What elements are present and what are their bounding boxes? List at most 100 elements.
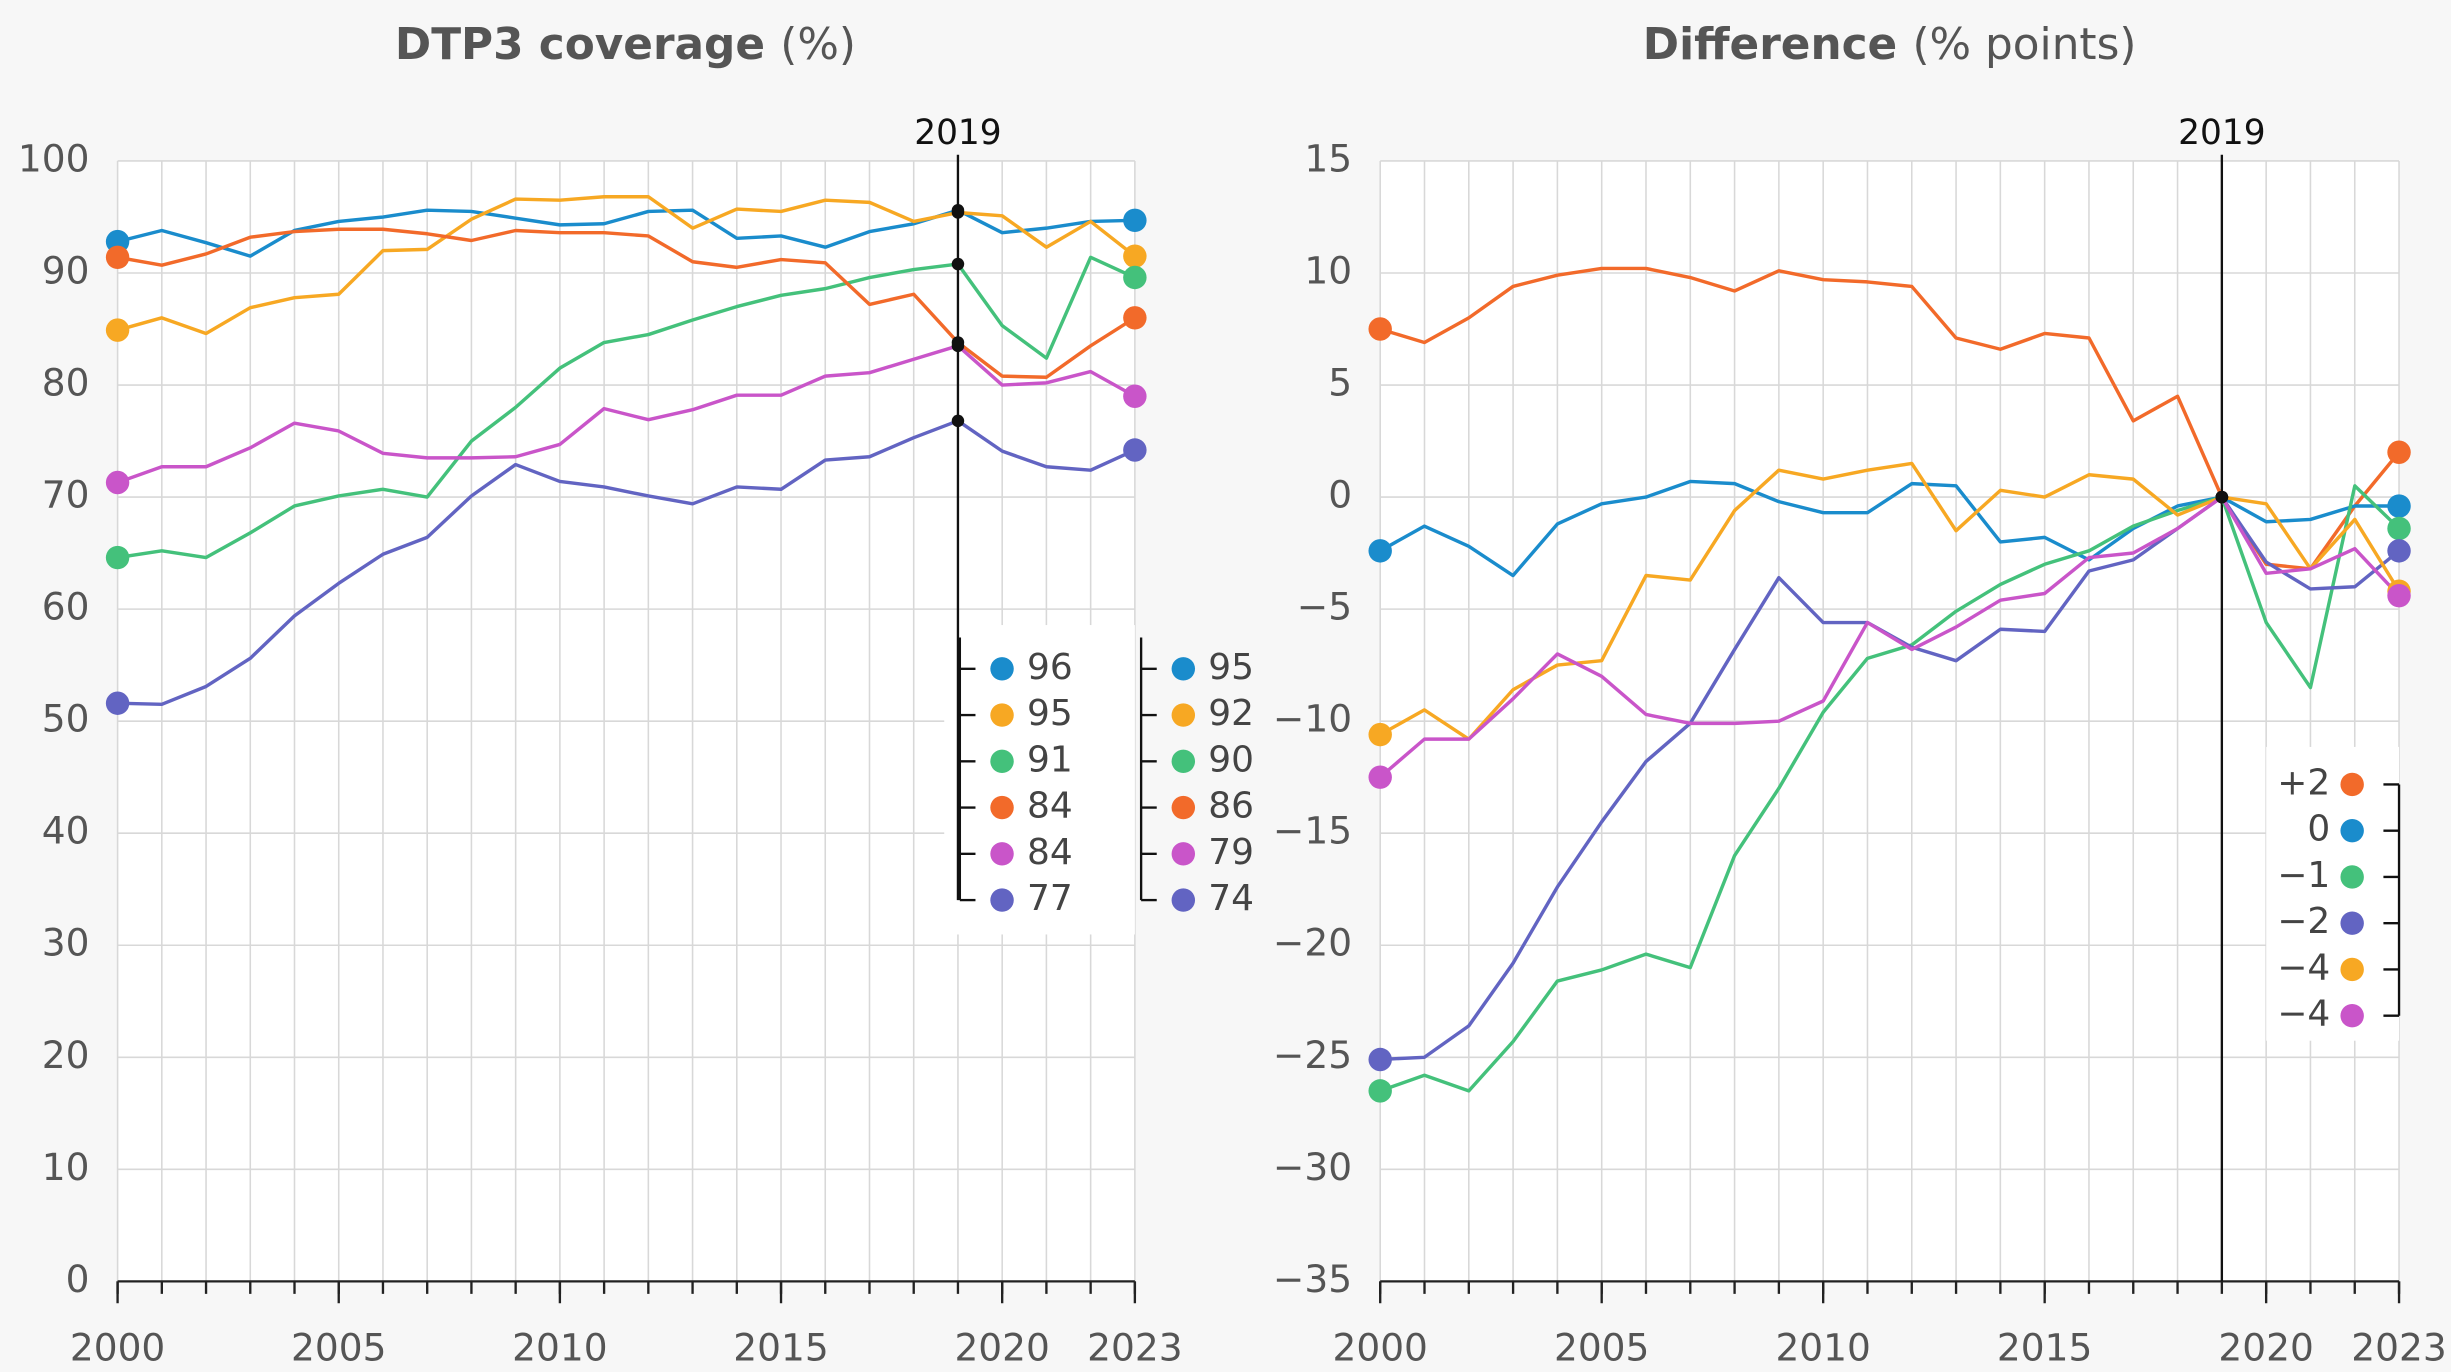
legend-dot xyxy=(2340,957,2364,982)
legend-label: −2 xyxy=(2277,901,2330,942)
x-tick-label: 2015 xyxy=(1997,1326,2092,1370)
y-tick-label: −20 xyxy=(1273,921,1352,965)
x-tick-label: 2000 xyxy=(70,1326,165,1370)
legend-dot xyxy=(990,703,1014,727)
end-dot xyxy=(105,245,130,270)
end-dot xyxy=(1123,244,1147,268)
legend-dot xyxy=(1171,888,1196,912)
end-dot xyxy=(105,691,130,715)
series-line xyxy=(117,227,1136,379)
y-tick-label: 90 xyxy=(42,248,90,292)
y-tick-label: 40 xyxy=(42,809,90,853)
end-dot xyxy=(1123,384,1147,408)
legend-label: −4 xyxy=(2277,994,2330,1035)
legend-dot xyxy=(1171,657,1196,681)
legend-dot xyxy=(1171,842,1196,866)
series-line xyxy=(117,195,1136,336)
series-line xyxy=(117,344,1136,485)
end-dot xyxy=(105,470,130,495)
y-tick-label: 10 xyxy=(42,1145,90,1189)
x-tick-label: 2010 xyxy=(1775,1326,1870,1370)
series-line xyxy=(1379,461,2401,741)
legend-dot xyxy=(1171,795,1196,820)
end-dot xyxy=(1368,1047,1392,1072)
legend-label: 84 xyxy=(1027,832,1073,873)
marker-dot xyxy=(951,339,965,353)
y-tick-label: −30 xyxy=(1273,1145,1352,1189)
legend-label: −1 xyxy=(2277,855,2330,896)
legend-label: 95 xyxy=(1208,647,1254,688)
marker-label: 2019 xyxy=(914,113,1001,153)
legend-label: 86 xyxy=(1208,786,1254,827)
end-dot xyxy=(105,318,130,342)
end-dot xyxy=(1368,1079,1392,1103)
marker-dot xyxy=(2215,490,2229,504)
y-tick-label: 0 xyxy=(66,1257,90,1301)
title-main: Difference xyxy=(1643,19,1897,70)
end-dot xyxy=(2387,583,2411,608)
title-unit: (%) xyxy=(780,19,856,70)
title-unit: (% points) xyxy=(1912,19,2136,70)
y-tick-label: 15 xyxy=(1304,136,1352,180)
y-tick-label: 20 xyxy=(42,1033,90,1077)
series-line xyxy=(117,419,1136,707)
legend-bg xyxy=(2266,746,2400,1041)
marker-dot xyxy=(951,257,965,271)
y-tick-label: −10 xyxy=(1273,697,1352,741)
series-line xyxy=(1379,479,2400,578)
x-tick-label: 2010 xyxy=(512,1326,607,1370)
end-dot xyxy=(2387,516,2411,541)
chart-title: DTP3 coverage (%) xyxy=(395,19,856,70)
series-line xyxy=(1379,495,2401,779)
legend-label: 0 xyxy=(2307,809,2330,850)
x-tick-label: 2005 xyxy=(291,1326,386,1370)
legend-dot xyxy=(990,749,1014,774)
legend-label: 91 xyxy=(1027,739,1073,780)
end-dot xyxy=(1123,208,1147,233)
x-tick-label: 2023 xyxy=(1087,1326,1182,1370)
marker-dot xyxy=(951,414,965,428)
series-line xyxy=(1379,484,2401,1093)
legend-label: 79 xyxy=(1208,832,1254,873)
legend-dot xyxy=(2340,818,2364,843)
legend-dot xyxy=(990,888,1014,912)
end-dot xyxy=(1123,265,1147,290)
marker-dot xyxy=(951,206,965,219)
legend-bg xyxy=(944,625,1135,935)
legend-dot xyxy=(2340,772,2364,797)
end-dot xyxy=(1123,438,1147,462)
legend-dot xyxy=(1171,703,1196,727)
series-line xyxy=(117,255,1136,560)
y-tick-label: 50 xyxy=(42,697,90,741)
end-dot xyxy=(2387,440,2411,464)
legend-label: 90 xyxy=(1208,739,1254,780)
end-dot xyxy=(1368,317,1392,341)
legend-label: 95 xyxy=(1027,693,1073,734)
legend-dot xyxy=(2340,865,2364,889)
x-tick-label: 2023 xyxy=(2351,1326,2446,1370)
legend-dot xyxy=(2340,911,2364,935)
y-tick-label: −15 xyxy=(1273,809,1352,853)
legend-dot xyxy=(990,795,1014,820)
legend-label: +2 xyxy=(2277,762,2330,803)
end-dot xyxy=(1368,765,1392,789)
legend-dot xyxy=(2340,1003,2364,1028)
legend-label: 74 xyxy=(1208,878,1254,919)
legend-dot xyxy=(990,842,1014,866)
legend-label: 92 xyxy=(1208,693,1254,734)
y-tick-label: −35 xyxy=(1273,1257,1352,1301)
y-tick-label: 60 xyxy=(42,585,90,629)
legend-dot xyxy=(1171,749,1196,774)
y-tick-label: −25 xyxy=(1273,1033,1352,1077)
end-dot xyxy=(1368,722,1392,747)
legend-dot xyxy=(990,657,1014,681)
y-tick-label: 80 xyxy=(42,361,90,405)
marker-label: 2019 xyxy=(2178,113,2265,153)
legend-label: 77 xyxy=(1027,878,1073,919)
legend-label: 96 xyxy=(1027,647,1073,688)
x-tick-label: 2020 xyxy=(954,1326,1049,1370)
title-main: DTP3 coverage xyxy=(395,19,765,70)
y-tick-label: 5 xyxy=(1328,361,1352,405)
